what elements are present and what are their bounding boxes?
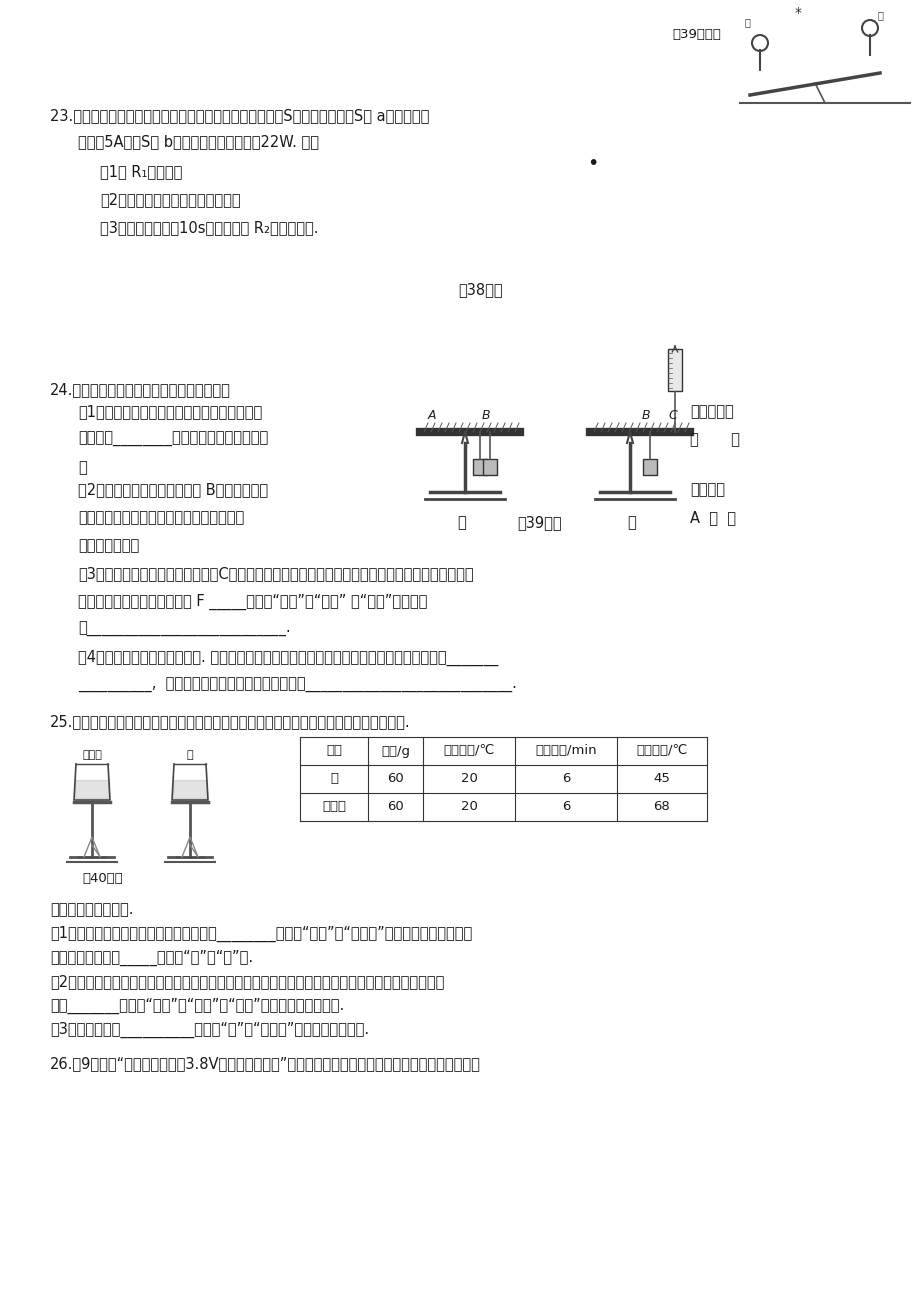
Bar bbox=[642, 460, 656, 475]
Text: （3）实验表明，__________（选填“水”或“食用油”）吸热的能力更强.: （3）实验表明，__________（选填“水”或“食用油”）吸热的能力更强. bbox=[50, 1022, 369, 1038]
Text: （2）如图甲所示，在杠杠右边 B处挂两个相同: （2）如图甲所示，在杠杠右边 B处挂两个相同 bbox=[78, 482, 267, 497]
Text: 第38题图: 第38题图 bbox=[458, 283, 502, 297]
Text: 20: 20 bbox=[460, 801, 477, 814]
Text: 25.（８分）为了比较水和食用油的吸热能力，小明用两个相同的装置做了如图所示的实验.: 25.（８分）为了比较水和食用油的吸热能力，小明用两个相同的装置做了如图所示的实… bbox=[50, 713, 410, 729]
Text: 60: 60 bbox=[387, 772, 403, 785]
Text: 24.（７分）在探究杠杠平衡条件的实验中：: 24.（７分）在探究杠杠平衡条件的实验中： bbox=[50, 381, 231, 397]
Text: 6: 6 bbox=[562, 772, 570, 785]
Text: （3）如图乙所示，用弹簧测力计在C处竖直向上拉，当弹簧测力计逐渐向右倾斜时，杠杠仍然在水平: （3）如图乙所示，用弹簧测力计在C处竖直向上拉，当弹簧测力计逐渐向右倾斜时，杠杠… bbox=[78, 566, 473, 581]
Text: 的钉码，: 的钉码， bbox=[689, 482, 724, 497]
Text: 第39题图: 第39题图 bbox=[517, 516, 562, 530]
Text: ：: ： bbox=[78, 460, 86, 475]
Text: 水: 水 bbox=[330, 772, 337, 785]
Text: （4）杠杠在生活中有很多应用. 如图丙所示，现欲使静止的跳跳板发生转动，可采取的做法是_______: （4）杠杠在生活中有很多应用. 如图丙所示，现欲使静止的跳跳板发生转动，可采取的… bbox=[78, 650, 498, 667]
Bar bbox=[667, 349, 681, 391]
Text: （2）高温挡时电路消耗的电功率；: （2）高温挡时电路消耗的电功率； bbox=[100, 191, 241, 207]
Text: 油的温度比水温度_____（选填“高”或“低”）.: 油的温度比水温度_____（选填“高”或“低”）. bbox=[50, 950, 253, 966]
Text: 实验数据记录如上表.: 实验数据记录如上表. bbox=[50, 902, 133, 917]
Text: A: A bbox=[427, 409, 436, 422]
Text: A  处  挂: A 处 挂 bbox=[689, 510, 735, 525]
Text: 甲: 甲 bbox=[744, 17, 750, 27]
Text: 电流为5A；当S接 b时电路消耗的电功率为22W. 求：: 电流为5A；当S接 b时电路消耗的电功率为22W. 求： bbox=[78, 134, 319, 148]
Text: 是       ：: 是 ： bbox=[689, 432, 739, 447]
Text: 个相同的钉码；: 个相同的钉码； bbox=[78, 538, 139, 553]
Text: 45: 45 bbox=[652, 772, 670, 785]
Text: C: C bbox=[667, 409, 676, 422]
Text: 23.（６分）如图为一台两挡式电热水器的内部简化电路，S为温控开关，当S接 a时电路中的: 23.（６分）如图为一台两挡式电热水器的内部简化电路，S为温控开关，当S接 a时… bbox=[50, 108, 429, 122]
Text: 热量_______（选填“大于”或“小于”或“等于”）食用油吸收的热量.: 热量_______（选填“大于”或“小于”或“等于”）食用油吸收的热量. bbox=[50, 999, 344, 1014]
Text: 60: 60 bbox=[387, 801, 403, 814]
Text: 位置平衡，弹簧测力计的拉力 F _____（选填“变大”、“不变” 或“变小”），原因: 位置平衡，弹簧测力计的拉力 F _____（选填“变大”、“不变” 或“变小”）… bbox=[78, 594, 427, 611]
Text: （3）在低温挡工作10s，电流通过 R₂产生的热量.: （3）在低温挡工作10s，电流通过 R₂产生的热量. bbox=[100, 220, 318, 234]
Text: 食用油: 食用油 bbox=[322, 801, 346, 814]
Text: 26.（9分）在“测量额定电压为3.8V的小灯泡电功率”的实验中，小红设计了如图甲所示的实验电路图，: 26.（9分）在“测量额定电压为3.8V的小灯泡电功率”的实验中，小红设计了如图… bbox=[50, 1056, 481, 1072]
Text: 乙: 乙 bbox=[627, 516, 636, 530]
Text: （1）从表中数据可知，水和食用油的质量________（选填“相同”或“不相同”），加热结束时，食用: （1）从表中数据可知，水和食用油的质量________（选填“相同”或“不相同”… bbox=[50, 926, 471, 943]
Text: 加热时间/min: 加热时间/min bbox=[535, 745, 596, 758]
Text: 食用油: 食用油 bbox=[82, 750, 102, 760]
Text: （1）小丽把杠杠支在支架上，调节杠杠两端的: （1）小丽把杠杠支在支架上，调节杠杠两端的 bbox=[78, 404, 262, 419]
Text: 第39题图丙: 第39题图丙 bbox=[671, 29, 720, 40]
Text: *: * bbox=[794, 7, 801, 20]
Text: （2）在此实验中，如果要使水和食用油的最后温度相同，就要给水加热更长的时间，此时，水吸收的: （2）在此实验中，如果要使水和食用油的最后温度相同，就要给水加热更长的时间，此时… bbox=[50, 974, 444, 990]
Text: __________,  并说出能驱使跳跳板发生转动的条件____________________________.: __________, 并说出能驱使跳跳板发生转动的条件____________… bbox=[78, 678, 516, 693]
Text: 水: 水 bbox=[187, 750, 193, 760]
Text: 甲: 甲 bbox=[457, 516, 466, 530]
Text: 要使杠杠仍在水平位置平衡，应在杠杠左边: 要使杠杠仍在水平位置平衡，应在杠杠左边 bbox=[78, 510, 244, 525]
Text: 初始温度/℃: 初始温度/℃ bbox=[443, 745, 494, 758]
Polygon shape bbox=[75, 780, 108, 798]
Text: 68: 68 bbox=[652, 801, 670, 814]
Text: 物质: 物质 bbox=[325, 745, 342, 758]
Text: B: B bbox=[641, 409, 650, 422]
Bar bbox=[482, 460, 496, 475]
Text: 使杠杠在________位置平衡；这样做的目的: 使杠杠在________位置平衡；这样做的目的 bbox=[78, 432, 268, 447]
Polygon shape bbox=[173, 780, 207, 798]
Text: 乙: 乙 bbox=[877, 10, 883, 20]
Bar bbox=[472, 460, 486, 475]
Text: 质量/g: 质量/g bbox=[380, 745, 410, 758]
Text: 是___________________________.: 是___________________________. bbox=[78, 622, 290, 637]
Text: 6: 6 bbox=[562, 801, 570, 814]
Text: •: • bbox=[586, 154, 597, 173]
Text: 20: 20 bbox=[460, 772, 477, 785]
Text: 最后温度/℃: 最后温度/℃ bbox=[636, 745, 686, 758]
Text: 平衡螺母，: 平衡螺母， bbox=[689, 404, 733, 419]
Text: （1） R₁的电阔；: （1） R₁的电阔； bbox=[100, 164, 182, 178]
Text: B: B bbox=[482, 409, 490, 422]
Text: 第40题图: 第40题图 bbox=[82, 872, 122, 885]
